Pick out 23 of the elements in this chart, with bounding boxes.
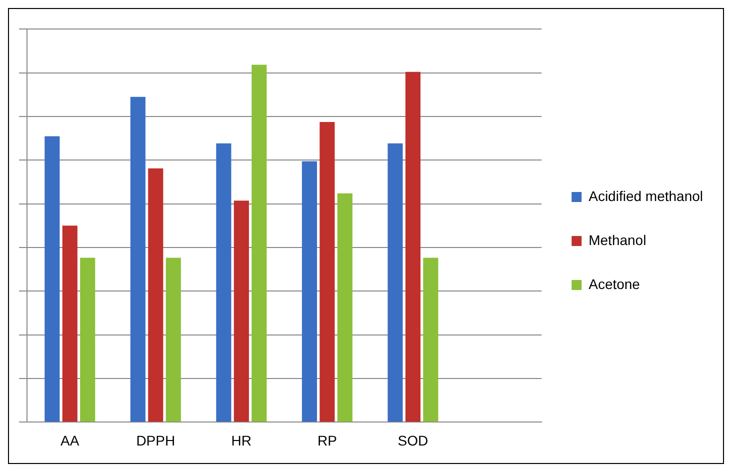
x-tick-label: RP: [317, 432, 337, 448]
bar: [405, 72, 420, 422]
bar: [302, 161, 317, 422]
x-tick-label: DPPH: [136, 432, 176, 448]
x-tick-label: HR: [231, 432, 252, 448]
bar: [320, 122, 335, 422]
legend-label: Acetone: [588, 276, 640, 292]
bar: [216, 143, 232, 422]
legend-label: Acidified methanol: [588, 188, 704, 204]
bar: [130, 96, 146, 422]
bar: [252, 64, 267, 422]
bar: [44, 136, 60, 422]
x-tick-label: AA: [60, 432, 80, 448]
bar: [337, 193, 352, 422]
bar: [423, 258, 438, 422]
bar: [166, 258, 181, 422]
bar: [80, 258, 96, 422]
legend-label: Methanol: [588, 232, 646, 248]
bar: [148, 168, 164, 422]
bar: [62, 226, 78, 422]
bar: [234, 200, 249, 422]
x-tick-label: SOD: [398, 432, 428, 448]
bar: [388, 143, 403, 422]
